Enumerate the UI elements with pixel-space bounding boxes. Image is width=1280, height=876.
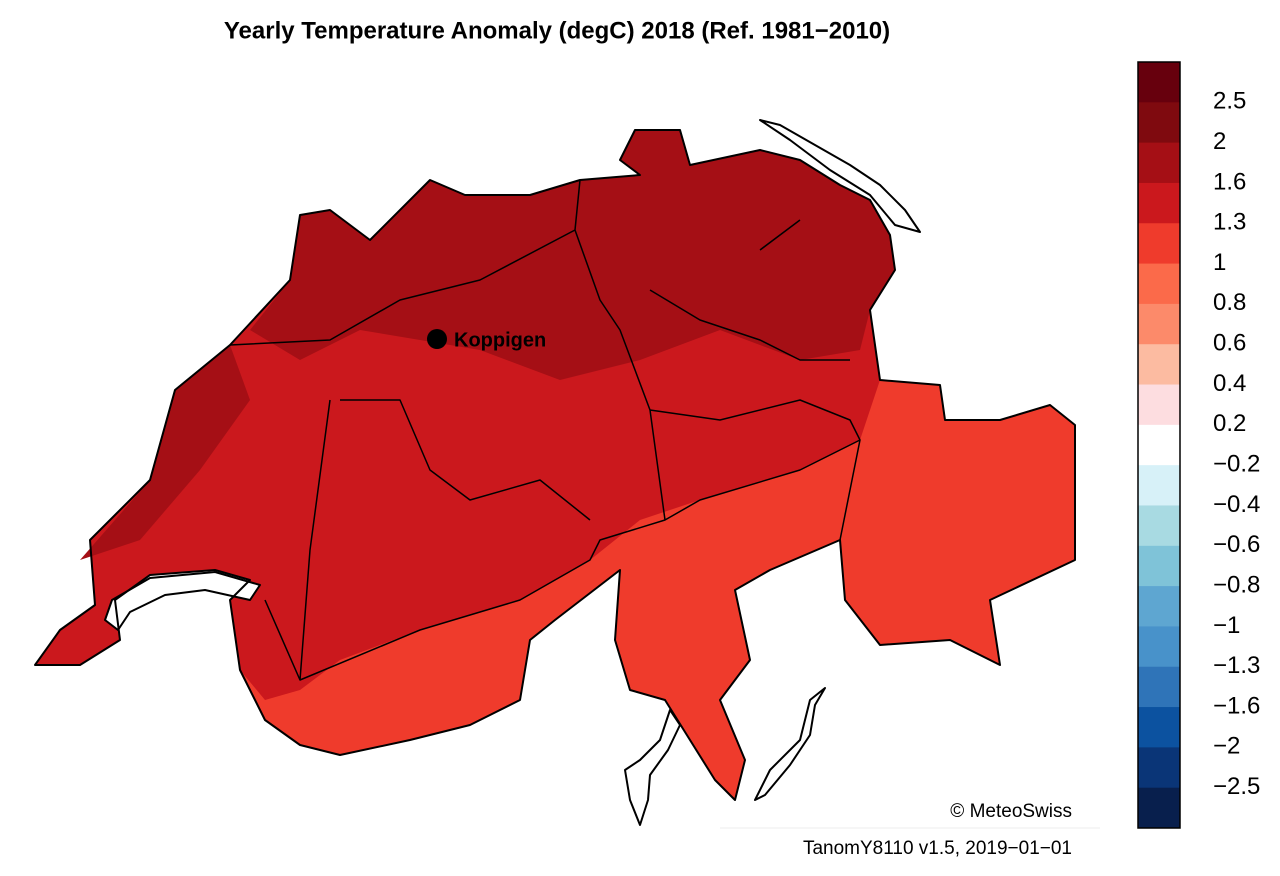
colorbar-swatch	[1138, 465, 1180, 506]
region-border	[229, 179, 861, 681]
colorbar-swatch	[1138, 666, 1180, 708]
colorbar: 2.5 2 1.6 1.3 1 0.8 0.6 0.4 0.2 −0.2 −0.4 −0.6 −0.8 −…	[1137, 61, 1260, 829]
colorbar-swatch	[1138, 182, 1180, 224]
map-title: Yearly Temperature Anomaly (degC) 2018 (…	[224, 17, 890, 44]
colorbar-label: −2.5	[1213, 773, 1260, 800]
colorbar-label: −0.2	[1213, 451, 1260, 478]
colorbar-swatch	[1138, 142, 1180, 184]
colorbar-label: 2	[1213, 128, 1226, 155]
colorbar-label: 0.4	[1213, 370, 1246, 397]
footer: TanomY8110 v1.5, 2019−01−01	[803, 838, 1072, 859]
colorbar-swatch	[1138, 263, 1180, 305]
colorbar-label: −2	[1213, 733, 1240, 760]
lake-maggiore	[624, 709, 681, 826]
lake-constance	[759, 119, 921, 233]
colorbar-swatch	[1138, 626, 1180, 668]
colorbar-label: −0.8	[1213, 571, 1260, 598]
colorbar-swatch	[1138, 787, 1180, 829]
colorbar-label: −1.3	[1213, 652, 1260, 679]
colorbar-swatch	[1138, 505, 1180, 547]
copyright: © MeteoSwiss	[950, 801, 1072, 822]
country-north	[250, 130, 895, 380]
colorbar-swatch	[1138, 223, 1180, 265]
colorbar-label: 1	[1213, 249, 1226, 276]
colorbar-swatch	[1138, 303, 1180, 345]
colorbar-label: 0.6	[1213, 330, 1246, 357]
country-north-west	[80, 345, 250, 560]
country-border	[34, 129, 1076, 801]
colorbar-label: 2.5	[1213, 88, 1246, 115]
colorbar-swatch	[1138, 102, 1180, 144]
colorbar-label: −1.6	[1213, 692, 1260, 719]
colorbar-swatch	[1138, 62, 1180, 103]
place-label: Koppigen	[454, 329, 546, 351]
colorbar-label: −1	[1213, 612, 1240, 639]
colorbar-label: 1.6	[1213, 168, 1246, 195]
place-marker	[427, 329, 447, 349]
colorbar-label: −0.6	[1213, 531, 1260, 558]
colorbar-swatch	[1138, 545, 1180, 587]
colorbar-swatch	[1138, 424, 1180, 466]
lake-geneva	[104, 571, 261, 631]
colorbar-swatch	[1138, 747, 1180, 789]
colorbar-label: 1.3	[1213, 209, 1246, 236]
colorbar-frame	[1137, 61, 1181, 829]
colorbar-label: 0.8	[1213, 289, 1246, 316]
colorbar-label: 0.2	[1213, 410, 1246, 437]
colorbar-swatch	[1138, 707, 1180, 748]
colorbar-swatch	[1138, 384, 1180, 426]
lake-como	[754, 687, 826, 801]
colorbar-swatch	[1138, 586, 1180, 627]
colorbar-swatch	[1138, 344, 1180, 386]
colorbar-label: −0.4	[1213, 491, 1260, 518]
